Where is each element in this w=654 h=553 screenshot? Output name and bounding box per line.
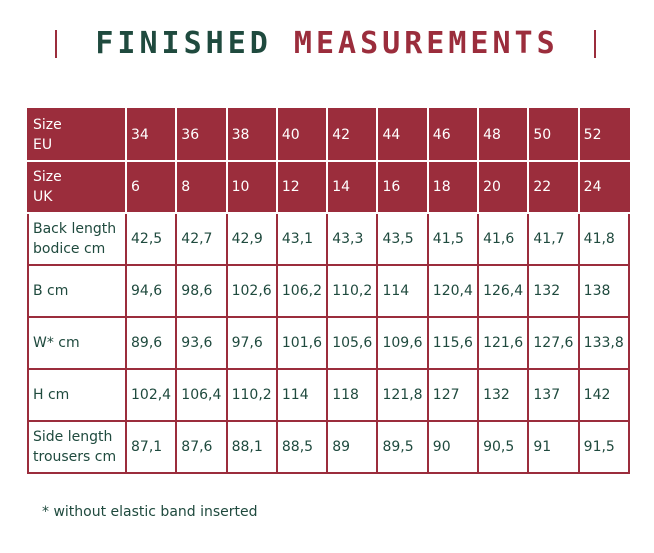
cell: 121,6 (477, 316, 530, 370)
footnote: * without elastic band inserted (42, 504, 258, 520)
cell: 42 (326, 108, 379, 162)
title-part: FINISHED (95, 26, 272, 61)
cell: 88,1 (225, 420, 278, 474)
cell: 43,5 (376, 212, 429, 266)
table-row: B cm 94,6 98,6 102,6 106,2 110,2 114 120,4 126,4… (27, 264, 631, 318)
cell: 91,5 (577, 420, 631, 474)
measurements-table: Size EU 34 36 38 40 42 44 46 48 50 52 Size UK 6 8 10 12… (27, 108, 631, 474)
divider (55, 30, 57, 58)
cell: 101,6 (275, 316, 329, 370)
cell: 41,5 (426, 212, 480, 266)
cell: 137 (527, 368, 580, 422)
cell: 36 (175, 108, 228, 162)
cell: 98,6 (175, 264, 228, 318)
cell: 105,6 (326, 316, 379, 370)
cell: 138 (577, 264, 631, 318)
cell: 90 (426, 420, 480, 474)
cell: 91 (527, 420, 580, 474)
cell: 42,7 (175, 212, 228, 266)
cell: 12 (275, 160, 329, 214)
cell: 16 (376, 160, 429, 214)
cell: 44 (376, 108, 429, 162)
cell: 132 (477, 368, 530, 422)
cell: 46 (426, 108, 480, 162)
title-part: MEASUREMENTS (293, 26, 559, 61)
cell: 41,6 (477, 212, 530, 266)
cell: 127,6 (527, 316, 580, 370)
cell: 142 (577, 368, 631, 422)
cell: 115,6 (426, 316, 480, 370)
cell: 132 (527, 264, 580, 318)
cell: 97,6 (225, 316, 278, 370)
table-row: Side length trousers cm 87,1 87,6 88,1 88,5 8… (27, 420, 631, 474)
cell: 126,4 (477, 264, 530, 318)
divider (594, 30, 596, 58)
row-label: B cm (27, 264, 127, 318)
cell: 34 (124, 108, 178, 162)
cell: 18 (426, 160, 480, 214)
cell: 87,1 (124, 420, 178, 474)
cell: 42,9 (225, 212, 278, 266)
cell: 114 (275, 368, 329, 422)
cell: 22 (527, 160, 580, 214)
cell: 102,4 (124, 368, 178, 422)
cell: 127 (426, 368, 480, 422)
cell: 110,2 (326, 264, 379, 318)
cell: 90,5 (477, 420, 530, 474)
row-label: H cm (27, 368, 127, 422)
cell: 121,8 (376, 368, 429, 422)
cell: 118 (326, 368, 379, 422)
title: FINISHED MEASUREMENTS (0, 26, 654, 61)
cell: 50 (527, 108, 580, 162)
row-label: Size EU (27, 108, 127, 162)
cell: 114 (376, 264, 429, 318)
cell: 102,6 (225, 264, 278, 318)
cell: 89,6 (124, 316, 178, 370)
table-row: Size UK 6 8 10 12 14 16 18 20 22 24 (27, 160, 631, 214)
cell: 87,6 (175, 420, 228, 474)
cell: 110,2 (225, 368, 278, 422)
cell: 88,5 (275, 420, 329, 474)
cell: 89 (326, 420, 379, 474)
cell: 94,6 (124, 264, 178, 318)
row-label: Back length bodice cm (27, 212, 127, 266)
table-row: W* cm 89,6 93,6 97,6 101,6 105,6 109,6 115,6 121… (27, 316, 631, 370)
cell: 8 (175, 160, 228, 214)
row-label: Side length trousers cm (27, 420, 127, 474)
cell: 133,8 (577, 316, 631, 370)
cell: 93,6 (175, 316, 228, 370)
cell: 106,2 (275, 264, 329, 318)
cell: 40 (275, 108, 329, 162)
cell: 10 (225, 160, 278, 214)
cell: 48 (477, 108, 530, 162)
cell: 109,6 (376, 316, 429, 370)
cell: 43,1 (275, 212, 329, 266)
cell: 120,4 (426, 264, 480, 318)
cell: 43,3 (326, 212, 379, 266)
cell: 20 (477, 160, 530, 214)
cell: 24 (577, 160, 631, 214)
row-label: Size UK (27, 160, 127, 214)
cell: 42,5 (124, 212, 178, 266)
cell: 106,4 (175, 368, 228, 422)
table-row: H cm 102,4 106,4 110,2 114 118 121,8 127 132 137 1… (27, 368, 631, 422)
table-row: Size EU 34 36 38 40 42 44 46 48 50 52 (27, 108, 631, 162)
cell: 38 (225, 108, 278, 162)
cell: 52 (577, 108, 631, 162)
cell: 6 (124, 160, 178, 214)
cell: 89,5 (376, 420, 429, 474)
cell: 14 (326, 160, 379, 214)
cell: 41,8 (577, 212, 631, 266)
table-row: Back length bodice cm 42,5 42,7 42,9 43,1 43,… (27, 212, 631, 266)
cell: 41,7 (527, 212, 580, 266)
row-label: W* cm (27, 316, 127, 370)
